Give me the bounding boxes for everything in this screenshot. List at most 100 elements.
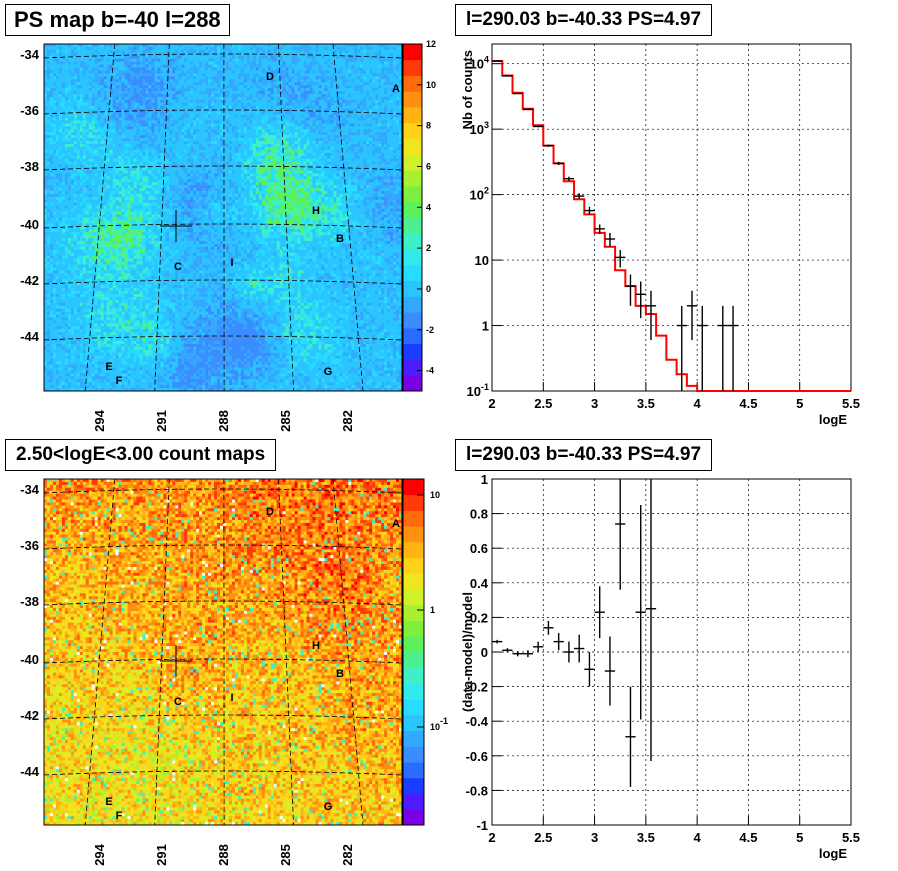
heatmap-cell xyxy=(273,55,277,59)
heatmap-cell xyxy=(154,114,158,118)
heatmap-cell xyxy=(291,46,295,51)
heatmap-cell xyxy=(345,67,349,71)
heatmap-cell xyxy=(354,73,358,77)
heatmap-cell xyxy=(187,158,191,162)
heatmap-cell xyxy=(208,114,212,118)
heatmap-cell xyxy=(270,73,275,77)
heatmap-cell xyxy=(372,88,376,92)
heatmap-cell xyxy=(291,126,295,130)
heatmap-cell xyxy=(73,88,78,92)
heatmap-cell xyxy=(378,158,382,162)
heatmap-cell xyxy=(172,88,176,92)
heatmap-cell xyxy=(106,120,110,124)
heatmap-cell xyxy=(279,52,283,57)
heatmap-cell xyxy=(127,146,131,151)
heatmap-cell xyxy=(330,76,334,80)
heatmap-cell xyxy=(360,61,364,65)
heatmap-cell xyxy=(360,161,364,165)
heatmap-cell xyxy=(294,70,298,74)
heatmap-cell xyxy=(115,120,119,124)
heatmap-cell xyxy=(166,82,170,86)
heatmap-cell xyxy=(160,138,164,142)
heatmap-cell xyxy=(360,141,364,145)
heatmap-cell xyxy=(228,158,233,162)
heatmap-cell xyxy=(220,91,224,95)
heatmap-cell xyxy=(375,91,379,95)
heatmap-cell xyxy=(46,105,51,109)
heatmap-cell xyxy=(345,132,349,136)
heatmap-cell xyxy=(121,64,125,68)
heatmap-cell xyxy=(154,46,158,51)
heatmap-cell xyxy=(363,138,367,142)
heatmap-cell xyxy=(378,99,382,104)
heatmap-cell xyxy=(234,91,239,95)
heatmap-cell xyxy=(52,132,57,136)
heatmap-cell xyxy=(196,111,200,115)
heatmap-cell xyxy=(73,138,78,142)
heatmap-cell xyxy=(228,61,233,65)
heatmap-cell xyxy=(264,82,269,86)
heatmap-cell xyxy=(44,82,48,86)
heatmap-cell xyxy=(112,67,116,71)
heatmap-cell xyxy=(321,120,325,124)
heatmap-cell xyxy=(318,102,322,107)
heatmap-cell xyxy=(163,73,167,77)
heatmap-cell xyxy=(163,117,167,121)
heatmap-cell xyxy=(315,70,319,74)
heatmap-cell xyxy=(276,58,280,62)
heatmap-cell xyxy=(306,79,310,83)
heatmap-cell xyxy=(360,96,364,101)
heatmap-cell xyxy=(163,91,167,95)
heatmap-cell xyxy=(61,126,66,130)
heatmap-cell xyxy=(372,64,376,68)
heatmap-cell xyxy=(124,158,128,162)
heatmap-cell xyxy=(103,105,107,109)
heatmap-cell xyxy=(351,82,355,86)
heatmap-cell xyxy=(187,149,191,154)
heatmap-cell xyxy=(142,64,146,68)
heatmap-cell xyxy=(306,49,310,54)
heatmap-cell xyxy=(196,64,200,68)
heatmap-cell xyxy=(288,49,292,54)
heatmap-cell xyxy=(64,123,69,127)
heatmap-cell xyxy=(52,129,57,133)
heatmap-cell xyxy=(223,55,227,59)
heatmap-cell xyxy=(330,129,334,133)
heatmap-cell xyxy=(94,96,98,101)
heatmap-cell xyxy=(166,55,170,59)
heatmap-cell xyxy=(196,44,200,48)
heatmap-cell xyxy=(184,70,188,74)
heatmap-cell xyxy=(178,111,182,115)
heatmap-cell xyxy=(303,126,307,130)
heatmap-cell xyxy=(255,46,260,51)
heatmap-cell xyxy=(178,58,182,62)
heatmap-cell xyxy=(163,111,167,115)
heatmap-cell xyxy=(130,146,134,151)
heatmap-cell xyxy=(44,93,48,98)
heatmap-cell xyxy=(288,76,292,80)
heatmap-cell xyxy=(291,99,295,104)
heatmap-cell xyxy=(225,70,230,74)
heatmap-cell xyxy=(231,67,236,71)
heatmap-cell xyxy=(396,126,400,130)
heatmap-cell xyxy=(211,120,215,124)
heatmap-cell xyxy=(279,88,283,92)
heatmap-cell xyxy=(58,149,63,154)
heatmap-cell xyxy=(327,46,331,51)
heatmap-cell xyxy=(309,143,313,148)
heatmap-cell xyxy=(342,102,346,107)
heatmap-cell xyxy=(399,135,403,139)
heatmap-cell xyxy=(357,158,361,162)
heatmap-cell xyxy=(282,73,286,77)
heatmap-cell xyxy=(67,164,72,168)
heatmap-cell xyxy=(64,46,69,51)
heatmap-cell xyxy=(399,146,403,151)
heatmap-cell xyxy=(246,120,251,124)
heatmap-cell xyxy=(372,161,376,165)
heatmap-cell xyxy=(223,44,227,48)
heatmap-cell xyxy=(187,143,191,148)
heatmap-cell xyxy=(318,99,322,104)
heatmap-cell xyxy=(276,73,280,77)
heatmap-cell xyxy=(136,126,140,130)
heatmap-cell xyxy=(384,88,388,92)
